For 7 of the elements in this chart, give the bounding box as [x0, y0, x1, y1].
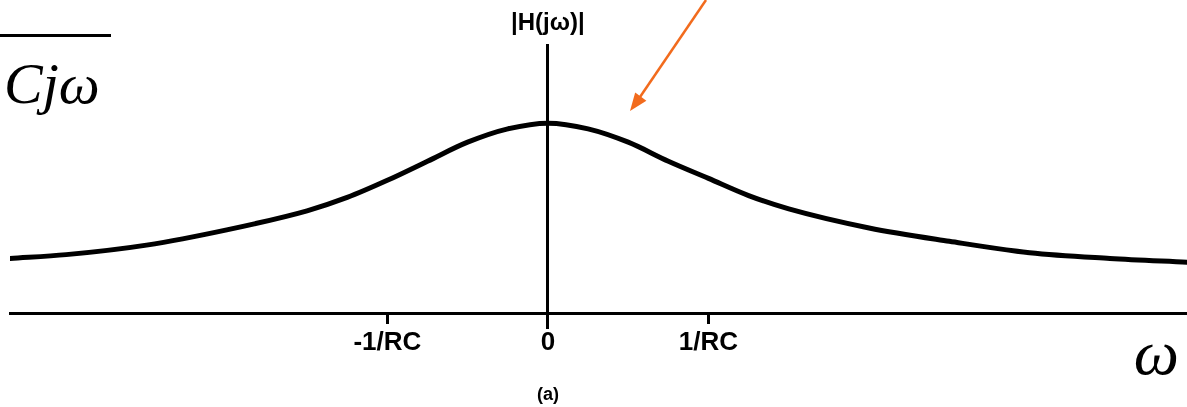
text: Cjω	[4, 50, 100, 117]
x-axis-title: ω	[1133, 317, 1179, 388]
text: (a)	[537, 384, 559, 405]
x-tick-label: -1/RC	[353, 326, 422, 357]
y-axis-title: |H(jω)|	[511, 7, 585, 35]
x-tick-label: 0	[540, 326, 556, 357]
x-tick-label: 1/RC	[678, 326, 739, 357]
